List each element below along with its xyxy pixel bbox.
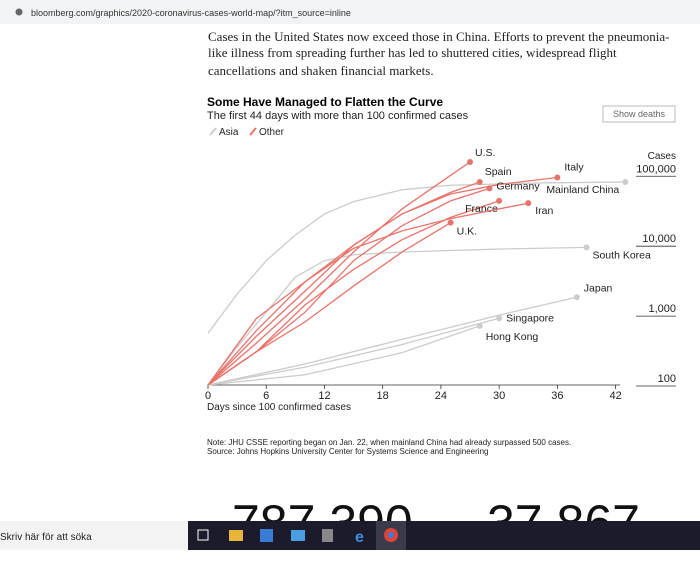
series-line: [207, 222, 451, 386]
series-label: Hong Kong: [486, 331, 539, 343]
y-tick-label: 1,000: [648, 303, 676, 315]
series-label: Germany: [496, 180, 540, 192]
url[interactable]: bloomberg.com/graphics/2020-coronavirus-…: [31, 8, 351, 18]
source: Source: Johns Hopkins University Center …: [207, 447, 488, 456]
x-tick-label: 36: [551, 390, 563, 402]
series-label: Spain: [485, 166, 512, 178]
edge-icon[interactable]: e: [355, 529, 364, 546]
y-tick-label: 100,000: [636, 163, 676, 175]
series-label: South Korea: [592, 249, 651, 261]
end-point: [583, 244, 590, 251]
series-line: [207, 325, 480, 386]
series-label: Singapore: [506, 312, 554, 324]
search-box[interactable]: [0, 521, 188, 550]
y-tick-label: 10,000: [642, 233, 676, 245]
end-point: [476, 179, 483, 186]
x-tick-label: 12: [318, 390, 330, 402]
button-label[interactable]: Show deaths: [613, 109, 666, 119]
series-label: France: [465, 203, 498, 215]
series-line: [207, 317, 500, 386]
chrome-icon-center: [388, 532, 394, 538]
lock-icon: [15, 8, 23, 16]
article-line: like illness from spreading further has …: [208, 45, 617, 60]
series-label: Italy: [564, 161, 584, 173]
search-placeholder[interactable]: Skriv här för att söka: [0, 532, 92, 543]
x-tick-label: 6: [263, 390, 269, 402]
end-point: [496, 315, 503, 322]
chart-title: Some Have Managed to Flatten the Curve: [207, 95, 443, 109]
series-line: [207, 200, 500, 386]
end-point: [622, 179, 629, 186]
series-line: [207, 161, 471, 386]
address-bar[interactable]: [0, 0, 700, 24]
show-deaths-button[interactable]: [602, 105, 676, 123]
store-icon[interactable]: [260, 529, 273, 542]
chart-subtitle: The first 44 days with more than 100 con…: [207, 110, 469, 122]
x-tick-label: 0: [205, 390, 211, 402]
series-label: U.K.: [457, 226, 477, 238]
end-point: [573, 294, 580, 301]
series-label: Iran: [535, 205, 553, 217]
mail-icon[interactable]: [291, 530, 305, 541]
legend-label: Other: [259, 127, 285, 138]
series-label: Mainland China: [546, 184, 619, 196]
article-line: cancellations and shaken financial marke…: [208, 63, 434, 78]
note: Note: JHU CSSE reporting began on Jan. 2…: [207, 438, 571, 447]
end-point: [554, 174, 561, 181]
series-line: [207, 176, 558, 386]
series-label: U.S.: [475, 147, 495, 159]
task-view-icon[interactable]: [197, 529, 209, 541]
x-tick-label: 42: [609, 390, 621, 402]
calculator-icon[interactable]: [322, 529, 333, 542]
y-tick-label: 100: [658, 373, 676, 385]
x-tick-label: 18: [377, 390, 389, 402]
legend-swatch: [249, 127, 257, 136]
end-point: [476, 322, 483, 329]
end-point: [486, 185, 493, 192]
legend-swatch: [209, 127, 217, 136]
end-point: [447, 219, 454, 226]
explorer-icon[interactable]: [229, 530, 243, 541]
y-axis-label: Cases: [648, 151, 676, 162]
taskbar: Skriv här för att söka e: [0, 521, 700, 550]
end-point: [525, 200, 532, 207]
legend-label: Asia: [219, 127, 239, 138]
article-line: Cases in the United States now exceed th…: [208, 29, 670, 44]
end-point: [496, 197, 503, 204]
end-point: [467, 158, 474, 165]
x-tick-label: 24: [435, 390, 447, 402]
x-tick-label: 30: [493, 390, 505, 402]
series-line: [207, 181, 626, 334]
series-line: [207, 202, 529, 386]
series-line: [207, 296, 577, 386]
x-axis-label: Days since 100 confirmed cases: [207, 402, 351, 413]
series-label: Japan: [584, 282, 613, 294]
